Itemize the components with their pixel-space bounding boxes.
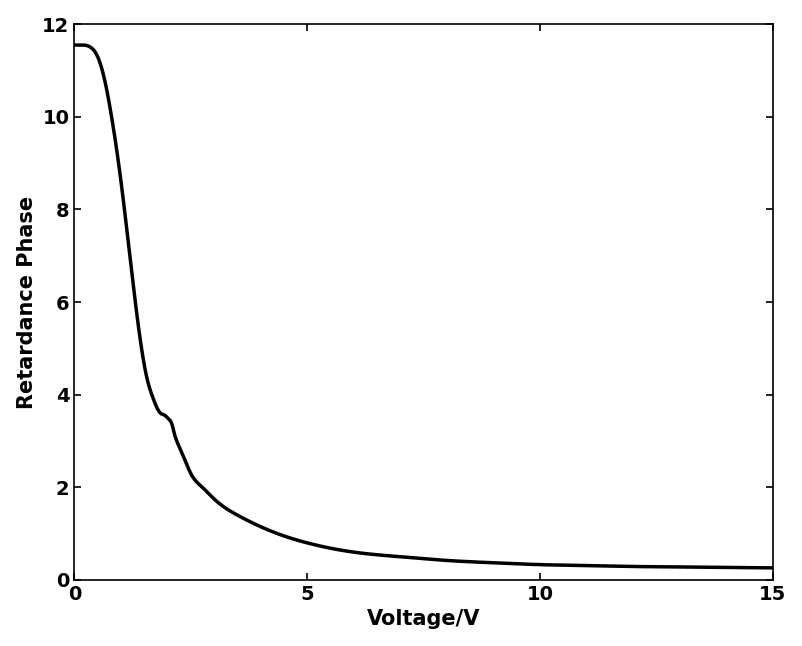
Y-axis label: Retardance Phase: Retardance Phase (17, 196, 37, 409)
X-axis label: Voltage/V: Voltage/V (367, 609, 480, 629)
